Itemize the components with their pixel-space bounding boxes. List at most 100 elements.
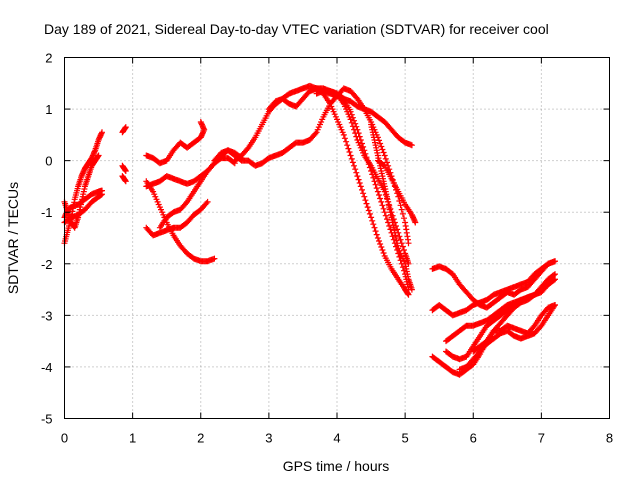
y-tick-label: -2 [41,257,53,272]
data-point [99,129,105,136]
data-point [377,140,384,147]
data-point [399,210,406,217]
y-axis-label: SDTVAR / TECUs [5,182,21,294]
y-tick-label: -5 [41,412,53,427]
data-point [384,216,390,223]
data-point [348,155,355,162]
data-point [340,131,347,138]
y-tick-label: 1 [45,102,52,117]
data-point [408,286,415,293]
data-point [361,193,368,200]
data-point [122,125,129,131]
data-point [401,215,407,222]
data-point [348,119,355,126]
y-tick-label: -1 [41,205,53,220]
data-point [355,176,362,183]
data-point [122,168,129,174]
y-tick-label: -3 [41,308,53,323]
data-point [362,197,369,204]
y-tick-label: -4 [41,360,53,375]
data-point [366,210,373,217]
data-point [405,291,412,298]
x-tick-label: 2 [197,431,204,446]
data-point [95,152,102,159]
data-point [351,162,357,169]
data-point [99,191,105,198]
data-point [211,255,218,262]
data-point [373,185,380,192]
x-tick-label: 1 [129,431,136,446]
data-point [357,183,364,190]
data-point [398,206,405,213]
data-point [352,166,359,173]
data-point [370,221,377,228]
data-point [312,130,319,137]
data-point [370,174,377,181]
x-tick-label: 8 [606,431,613,446]
data-point [351,126,357,133]
data-point [122,167,129,174]
data-point [396,233,403,240]
data-point [376,192,382,198]
data-point [384,159,390,166]
y-tick-label: 0 [45,154,52,169]
chart-title: Day 189 of 2021, Sidereal Day-to-day VTE… [44,21,549,37]
data-point [354,173,361,180]
data-point [552,302,558,308]
data-point [387,226,394,233]
data-point [122,177,129,184]
data-point [344,142,351,149]
data-point [381,152,388,159]
data-point [371,224,378,231]
data-point [401,247,407,253]
data-point [379,247,386,253]
data-point [399,264,406,271]
data-point [331,111,338,118]
data-point [381,209,388,216]
data-point [364,204,371,211]
data-point [378,244,385,250]
data-point [412,219,419,226]
data-point [369,217,376,224]
data-point [349,159,356,166]
data-point [341,135,348,142]
data-point [347,152,354,159]
axis-ticks: 0 1 2 3 4 5 6 7 8 -5 -4 -3 -2 -1 0 1 2 [41,51,613,446]
data-point [405,240,412,247]
x-tick-label: 5 [402,431,409,446]
x-tick-label: 4 [333,431,340,446]
x-axis-label: GPS time / hours [283,458,390,474]
data-point [203,200,210,207]
data-point [386,223,393,229]
data-point [394,226,401,233]
data-point [345,111,352,118]
data-point [397,202,404,209]
data-point [365,207,372,214]
data-point [377,241,384,247]
data-point [353,133,360,140]
data-point [377,195,384,202]
data-point [382,212,389,219]
data-point [378,143,385,150]
data-point [552,258,558,265]
data-point [399,243,406,250]
x-tick-label: 0 [61,431,68,446]
data-point [122,178,129,185]
data-point [550,272,557,278]
data-point [345,145,352,152]
data-point [379,146,386,153]
y-tick-label: 2 [45,51,52,66]
data-point [374,235,381,241]
data-point [552,271,558,278]
data-point [382,155,389,162]
data-point [380,149,387,156]
data-point [122,124,129,131]
data-point [352,130,359,137]
data-point [378,198,385,205]
data-point [389,233,396,240]
data-points [61,82,558,378]
data-point [359,186,365,193]
x-tick-label: 3 [265,431,272,446]
data-point [360,190,367,197]
data-point [356,180,363,186]
